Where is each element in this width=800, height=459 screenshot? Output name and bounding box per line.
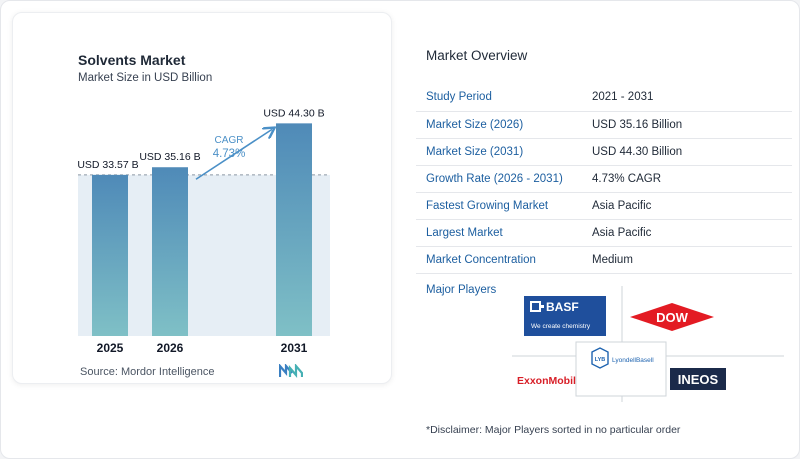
cagr-arrow bbox=[195, 129, 272, 180]
overview-key: Market Concentration bbox=[416, 246, 592, 274]
basf-logo: BASF We create chemistry bbox=[524, 296, 606, 336]
cagr-value: 4.73% bbox=[213, 148, 246, 160]
bar-2026 bbox=[152, 167, 188, 336]
mordor-logo-icon bbox=[279, 364, 303, 378]
overview-row: Study Period 2021 - 2031 bbox=[416, 84, 792, 112]
value-label-2031: USD 44.30 B bbox=[263, 107, 324, 119]
source-label: Source: bbox=[80, 366, 118, 378]
chart-title: Solvents Market bbox=[78, 52, 186, 68]
exxonmobil-logo: ExxonMobil bbox=[517, 375, 576, 387]
source-text: Source: Mordor Intelligence bbox=[80, 366, 215, 378]
overview-row: Market Size (2026) USD 35.16 Billion bbox=[416, 111, 792, 139]
overview-value: Asia Pacific bbox=[592, 219, 792, 247]
bar-2025 bbox=[92, 174, 128, 336]
basf-name: BASF bbox=[546, 300, 579, 314]
dow-name: DOW bbox=[656, 310, 689, 325]
chart-subtitle: Market Size in USD Billion bbox=[78, 72, 213, 84]
overview-value: Medium bbox=[592, 246, 792, 274]
overview-key: Growth Rate (2026 - 2031) bbox=[416, 165, 592, 193]
overview-value: 2021 - 2031 bbox=[592, 84, 792, 112]
overview-value: USD 35.16 Billion bbox=[592, 111, 792, 139]
overview-key: Fastest Growing Market bbox=[416, 192, 592, 220]
value-label-2026: USD 35.16 B bbox=[139, 151, 200, 163]
value-label-2025: USD 33.57 B bbox=[77, 159, 138, 171]
overview-value: Asia Pacific bbox=[592, 192, 792, 220]
bar-2031 bbox=[276, 123, 312, 336]
exxonmobil-name: ExxonMobil bbox=[517, 375, 576, 387]
overview-value: 4.73% CAGR bbox=[592, 165, 792, 193]
source-name: Mordor Intelligence bbox=[120, 366, 215, 378]
overview-row: Largest Market Asia Pacific bbox=[416, 219, 792, 247]
overview-key: Study Period bbox=[416, 84, 592, 112]
overview-row: Market Size (2031) USD 44.30 Billion bbox=[416, 138, 792, 166]
overview-value: USD 44.30 Billion bbox=[592, 138, 792, 166]
ineos-logo: INEOS bbox=[670, 368, 726, 390]
overview-table: Study Period 2021 - 2031 Market Size (2026… bbox=[416, 84, 792, 274]
lyb-mark: LYB bbox=[595, 357, 606, 363]
major-players-title: Major Players bbox=[426, 284, 497, 296]
category-label-2026: 2026 bbox=[157, 341, 184, 355]
overview-key: Market Size (2031) bbox=[416, 138, 592, 166]
dow-logo: DOW bbox=[630, 303, 714, 331]
disclaimer-text: *Disclaimer: Major Players sorted in no … bbox=[426, 424, 681, 436]
category-label-2025: 2025 bbox=[97, 341, 124, 355]
lyondellbasell-logo: LYB LyondellBasell bbox=[575, 341, 667, 397]
overview-key: Market Size (2026) bbox=[416, 111, 592, 139]
overview-title: Market Overview bbox=[426, 48, 528, 63]
overview-row: Growth Rate (2026 - 2031) 4.73% CAGR bbox=[416, 165, 792, 193]
cagr-label: CAGR bbox=[215, 135, 244, 146]
lyondellbasell-name: LyondellBasell bbox=[612, 357, 654, 364]
overview-row: Market Concentration Medium bbox=[416, 246, 792, 274]
category-label-2031: 2031 bbox=[281, 341, 308, 355]
ineos-name: INEOS bbox=[678, 372, 719, 387]
overview-key: Largest Market bbox=[416, 219, 592, 247]
overview-row: Fastest Growing Market Asia Pacific bbox=[416, 192, 792, 220]
basf-tagline: We create chemistry bbox=[531, 323, 591, 330]
